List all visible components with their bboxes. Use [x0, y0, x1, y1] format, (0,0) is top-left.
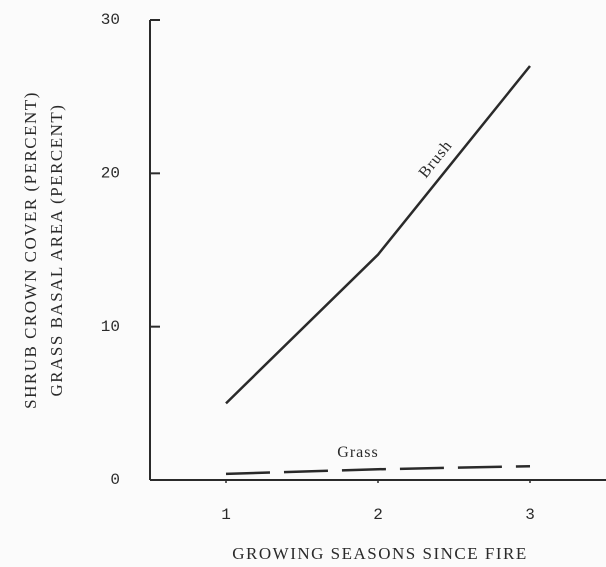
series-line — [225, 464, 531, 476]
x-axis-title: GROWING SEASONS SINCE FIRE — [232, 544, 527, 563]
series-label: Grass — [337, 444, 378, 461]
x-tick-label: 2 — [373, 506, 383, 524]
y-tick-label: 20 — [101, 165, 120, 183]
series-line — [225, 65, 531, 405]
series-label: Brush — [416, 137, 456, 181]
y-axis-title: GRASS BASAL AREA (PERCENT) — [47, 104, 66, 397]
x-tick-label: 3 — [525, 506, 535, 524]
y-tick-label: 10 — [101, 318, 120, 336]
y-axis-title: SHRUB CROWN COVER (PERCENT) — [21, 91, 40, 409]
y-tick-label: 30 — [101, 11, 120, 29]
y-tick-label: 0 — [110, 471, 120, 489]
x-tick-label: 1 — [221, 506, 231, 524]
